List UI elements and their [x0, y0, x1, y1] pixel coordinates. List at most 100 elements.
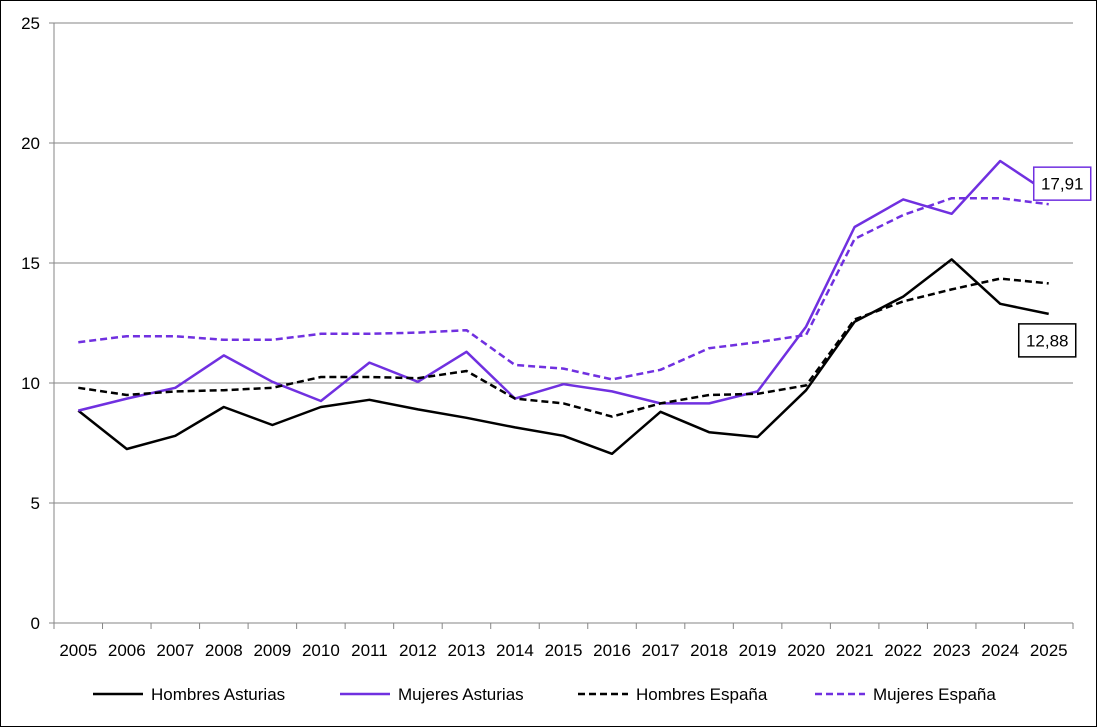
data-point [320, 407, 321, 408]
data-point [514, 427, 515, 428]
data-point [612, 453, 613, 454]
x-tick-label: 2023 [933, 641, 971, 660]
x-tick-label: 2008 [205, 641, 243, 660]
x-tick-label: 2015 [545, 641, 583, 660]
data-point [1000, 278, 1001, 279]
data-label: 12,88 [1026, 331, 1069, 350]
data-point [903, 301, 904, 302]
x-tick-label: 2011 [351, 641, 388, 660]
x-tick-label: 2017 [642, 641, 680, 660]
data-point [223, 390, 224, 391]
y-tick-label: 25 [21, 14, 40, 33]
series-line-3 [78, 196, 1049, 381]
data-label-box [1017, 323, 1077, 358]
x-tick-label: 2020 [787, 641, 825, 660]
x-tick-label: 2006 [108, 641, 146, 660]
data-point [369, 399, 370, 400]
data-point [757, 437, 758, 438]
data-point [175, 387, 176, 388]
data-point [1048, 283, 1049, 284]
legend-label: Mujeres España [873, 685, 996, 704]
data-point [563, 368, 564, 369]
data-point [126, 449, 127, 450]
data-point [78, 387, 79, 388]
data-point [369, 377, 370, 378]
data-point [175, 336, 176, 337]
data-point [175, 435, 176, 436]
data-point [272, 339, 273, 340]
data-point [369, 362, 370, 363]
y-tick-label: 20 [21, 134, 40, 153]
data-point [1048, 204, 1049, 205]
data-point [709, 432, 710, 433]
data-point [417, 378, 418, 379]
y-tick-label: 0 [31, 614, 40, 633]
data-point [223, 407, 224, 408]
data-point [903, 296, 904, 297]
gridlines [54, 22, 1073, 504]
series-line-0 [77, 258, 1049, 456]
data-point [757, 391, 758, 392]
data-point [369, 333, 370, 334]
data-point [466, 330, 467, 331]
data-point [514, 398, 515, 399]
data-point [806, 335, 807, 336]
data-point [466, 371, 467, 372]
data-point [806, 326, 807, 327]
data-point [612, 416, 613, 417]
x-tick-label: 2012 [399, 641, 437, 660]
data-point [417, 381, 418, 382]
data-point [514, 365, 515, 366]
data-point [175, 391, 176, 392]
data-point [854, 239, 855, 240]
data-point [466, 417, 467, 418]
data-point [563, 435, 564, 436]
x-tick-label: 2007 [156, 641, 194, 660]
data-point [612, 391, 613, 392]
legend-label: Mujeres Asturias [398, 685, 524, 704]
x-tick-label: 2022 [884, 641, 922, 660]
x-tick-label: 2025 [1030, 641, 1068, 660]
data-point [903, 199, 904, 200]
data-label: 17,91 [1041, 175, 1084, 194]
x-tick-label: 2019 [739, 641, 777, 660]
data-point [951, 213, 952, 214]
data-point [709, 395, 710, 396]
data-point [1000, 303, 1001, 304]
data-point [272, 425, 273, 426]
data-point [951, 289, 952, 290]
data-point [903, 215, 904, 216]
data-point [709, 348, 710, 349]
legend: Hombres Asturias Mujeres Asturias Hombres … [93, 685, 996, 704]
data-point [320, 401, 321, 402]
data-point [320, 377, 321, 378]
data-point [1000, 161, 1001, 162]
data-point [612, 379, 613, 380]
data-label-box [1032, 166, 1092, 201]
x-tick-label: 2013 [448, 641, 486, 660]
data-point [126, 398, 127, 399]
data-point [126, 395, 127, 396]
data-point [757, 342, 758, 343]
data-point [757, 393, 758, 394]
data-point [854, 227, 855, 228]
y-tick-label: 15 [21, 254, 40, 273]
data-point [320, 333, 321, 334]
x-tick-label: 2018 [690, 641, 728, 660]
data-labels: 17,91 12,88 [1017, 166, 1092, 358]
data-point [417, 409, 418, 410]
data-point [417, 332, 418, 333]
data-point [806, 390, 807, 391]
y-tick-label: 10 [21, 374, 40, 393]
data-point [951, 259, 952, 260]
series-line-2 [78, 277, 1049, 418]
data-point [78, 410, 79, 411]
data-point [272, 387, 273, 388]
data-point [223, 355, 224, 356]
data-point [126, 336, 127, 337]
data-point [854, 321, 855, 322]
x-tick-label: 2009 [253, 641, 291, 660]
x-tick-label: 2010 [302, 641, 340, 660]
